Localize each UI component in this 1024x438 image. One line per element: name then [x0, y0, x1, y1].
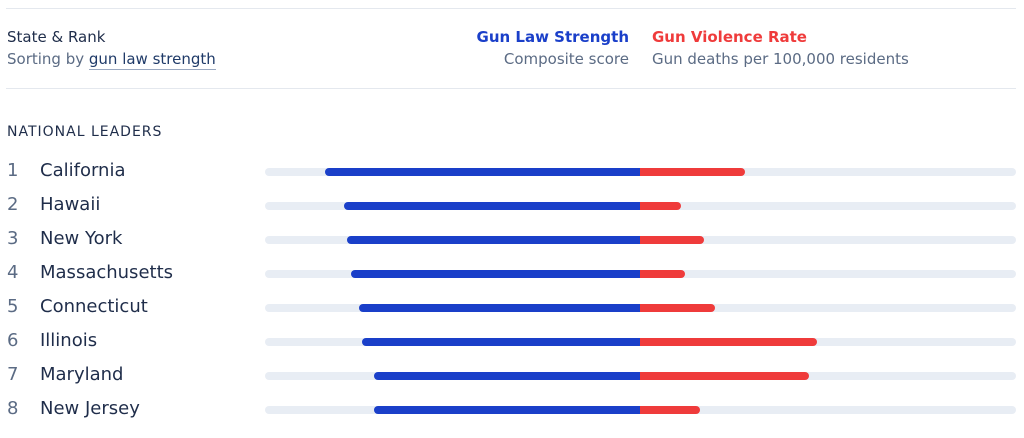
table-row[interactable]: 7 Maryland: [0, 358, 1024, 392]
table-row[interactable]: 5 Connecticut: [0, 290, 1024, 324]
table-row[interactable]: 3 New York: [0, 222, 1024, 256]
rank-number: 2: [7, 194, 19, 215]
sort-caption: Sorting by gun law strength: [7, 50, 216, 70]
gun-law-strength-bar: [325, 168, 640, 176]
state-name: New York: [40, 228, 123, 249]
rank-number: 5: [7, 296, 19, 317]
state-name: Illinois: [40, 330, 98, 351]
state-name: Connecticut: [40, 296, 148, 317]
gun-law-strength-bar: [347, 236, 640, 244]
rank-number: 7: [7, 364, 19, 385]
table-row[interactable]: 6 Illinois: [0, 324, 1024, 358]
state-name: California: [40, 160, 126, 181]
state-name: New Jersey: [40, 398, 140, 419]
legend-gun-deaths-caption: Gun deaths per 100,000 residents: [652, 50, 909, 68]
gun-violence-rate-bar: [640, 236, 704, 244]
table-row[interactable]: 1 California: [0, 154, 1024, 188]
gun-violence-rate-bar: [640, 406, 700, 414]
gun-law-strength-bar: [374, 406, 640, 414]
header-divider: [6, 88, 1016, 89]
sort-link[interactable]: gun law strength: [88, 50, 216, 70]
gun-violence-rate-bar: [640, 338, 817, 346]
rank-number: 6: [7, 330, 19, 351]
state-name: Massachusetts: [40, 262, 174, 283]
state-rank-header: State & Rank: [7, 28, 106, 46]
rank-number: 1: [7, 160, 19, 181]
gun-law-strength-bar: [374, 372, 640, 380]
section-title: NATIONAL LEADERS: [7, 124, 163, 140]
gun-law-strength-bar: [344, 202, 640, 210]
gun-violence-rate-bar: [640, 202, 681, 210]
gun-law-strength-bar: [362, 338, 640, 346]
state-name: Hawaii: [40, 194, 101, 215]
gun-violence-rate-bar: [640, 168, 745, 176]
table-row[interactable]: 8 New Jersey: [0, 392, 1024, 426]
rank-number: 3: [7, 228, 19, 249]
gun-violence-rate-bar: [640, 372, 809, 380]
table-row[interactable]: 2 Hawaii: [0, 188, 1024, 222]
rank-number: 8: [7, 398, 19, 419]
state-name: Maryland: [40, 364, 124, 385]
gun-law-strength-bar: [351, 270, 640, 278]
top-divider: [6, 8, 1016, 9]
gun-violence-rate-bar: [640, 304, 715, 312]
rank-number: 4: [7, 262, 19, 283]
gun-violence-rate-bar: [640, 270, 685, 278]
table-row[interactable]: 4 Massachusetts: [0, 256, 1024, 290]
gun-law-strength-bar: [359, 304, 640, 312]
legend-composite-score: Composite score: [503, 50, 629, 68]
sort-prefix: Sorting by: [7, 50, 89, 68]
legend-gun-law-strength: Gun Law Strength: [476, 28, 629, 46]
legend-gun-violence-rate: Gun Violence Rate: [652, 28, 807, 46]
